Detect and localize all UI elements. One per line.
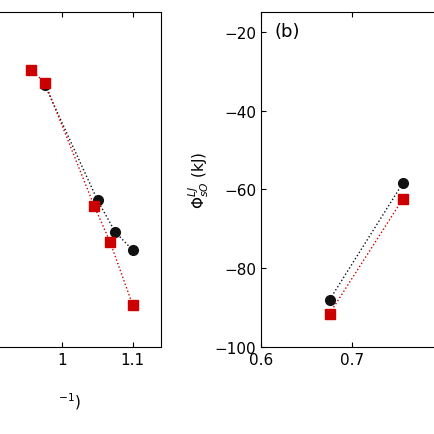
Text: $^{-1}$): $^{-1}$) xyxy=(58,391,81,411)
Text: (b): (b) xyxy=(274,23,299,41)
Y-axis label: $\Phi^{LJ}_{sO}$ (kJ): $\Phi^{LJ}_{sO}$ (kJ) xyxy=(185,151,210,209)
